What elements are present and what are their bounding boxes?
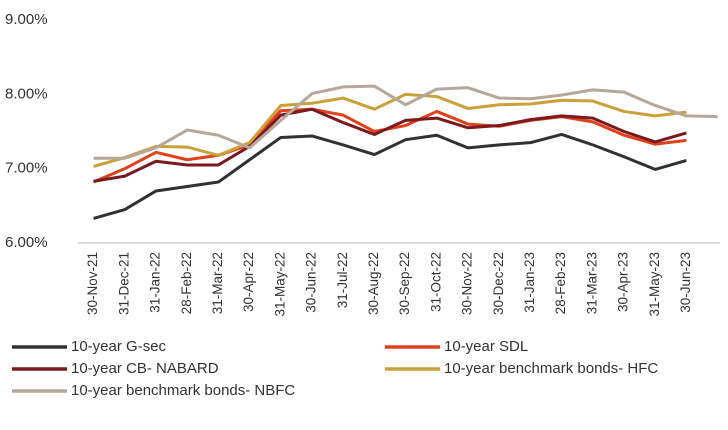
x-tick-label: 28-Feb-23 <box>553 252 568 314</box>
x-tick-label: 30-Nov-21 <box>85 252 100 315</box>
y-tick-label: 8.00% <box>5 85 48 102</box>
x-tick-label: 31-Jan-23 <box>522 252 537 313</box>
x-tick-label: 31-May-22 <box>272 252 287 317</box>
legend-label: 10-year G-sec <box>71 338 167 355</box>
x-tick-label: 31-Oct-22 <box>428 252 443 312</box>
series-line <box>93 107 687 183</box>
x-tick-label: 30-Jun-23 <box>678 252 693 313</box>
x-tick-label: 30-Dec-22 <box>491 252 506 315</box>
series-line <box>93 132 687 220</box>
x-tick-label: 28-Feb-22 <box>179 252 194 314</box>
x-tick-label: 31-Mar-22 <box>210 252 225 314</box>
x-tick-label: 31-May-23 <box>647 252 662 317</box>
x-tick-label: 31-Dec-21 <box>116 252 131 315</box>
legend-label: 10-year SDL <box>444 338 528 355</box>
x-tick-label: 31-Jul-22 <box>335 252 350 308</box>
series-line <box>93 92 687 168</box>
y-tick-label: 7.00% <box>5 160 48 177</box>
legend-label: 10-year benchmark bonds- HFC <box>444 360 658 377</box>
x-tick-label: 30-Jun-22 <box>304 252 319 313</box>
legend-label: 10-year benchmark bonds- NBFC <box>71 382 295 399</box>
series-line <box>93 84 718 160</box>
x-tick-label: 31-Jan-22 <box>148 252 163 313</box>
x-tick-label: 30-Aug-22 <box>366 252 381 315</box>
y-tick-label: 9.00% <box>5 11 48 28</box>
x-tick-label: 30-Apr-23 <box>616 252 631 312</box>
x-tick-label: 30-Apr-22 <box>241 252 256 312</box>
legend-label: 10-year CB- NABARD <box>71 360 219 377</box>
x-tick-label: 31-Mar-23 <box>584 252 599 314</box>
y-tick-label: 6.00% <box>5 234 48 251</box>
x-tick-label: 30-Sep-22 <box>397 252 412 315</box>
x-tick-label: 30-Nov-22 <box>460 252 475 315</box>
